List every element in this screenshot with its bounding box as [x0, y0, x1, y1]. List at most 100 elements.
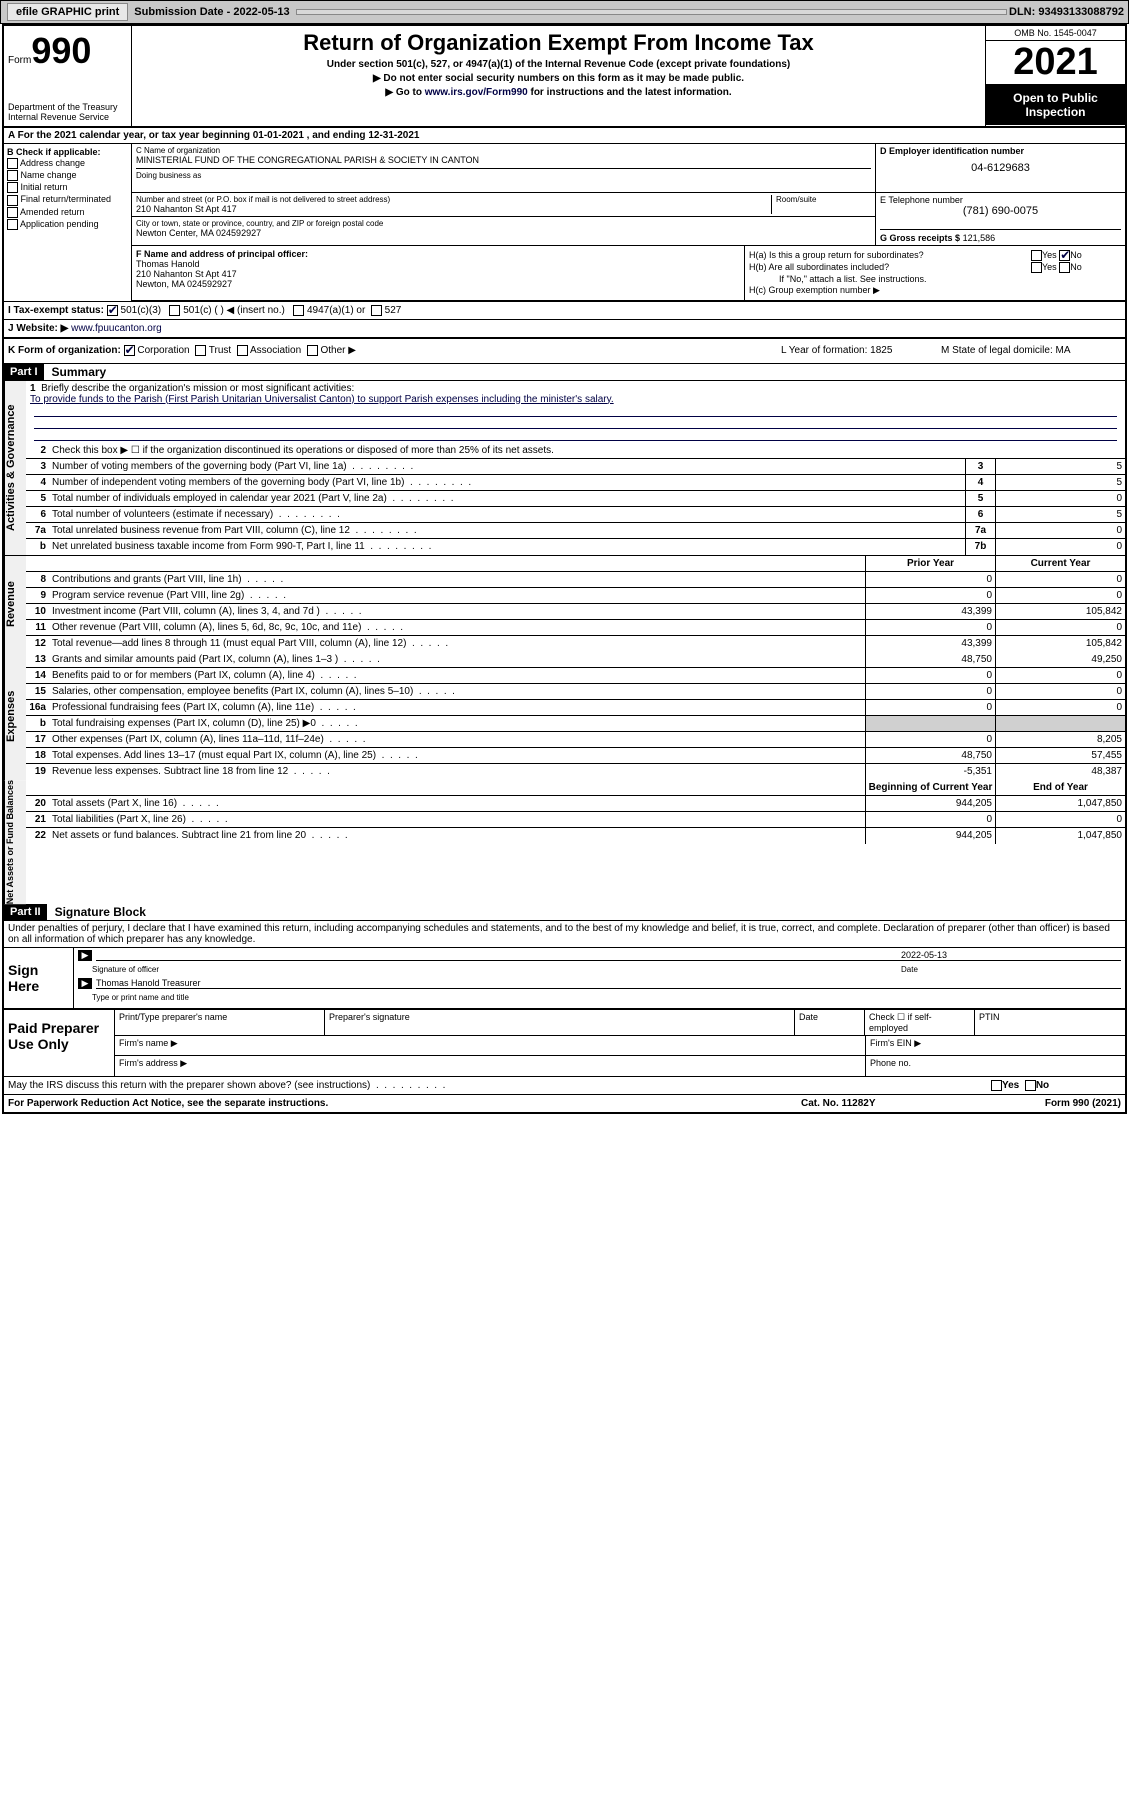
name-label: C Name of organization: [136, 146, 871, 155]
sign-arrow-icon: ▶: [78, 950, 92, 961]
website-link[interactable]: www.fpuucanton.org: [71, 323, 162, 334]
firm-name: Firm's name ▶: [115, 1036, 865, 1055]
date-label: Date: [901, 965, 1121, 974]
irs-link[interactable]: www.irs.gov/Form990: [425, 87, 528, 98]
paid-preparer-label: Paid Preparer Use Only: [4, 1010, 114, 1076]
preparer-sig-hdr: Preparer's signature: [325, 1010, 795, 1035]
chk-trust[interactable]: [195, 345, 206, 356]
expenses-section: Expenses 13Grants and similar amounts pa…: [4, 652, 1125, 780]
ha-yesno[interactable]: Yes No: [1031, 250, 1121, 261]
chk-amended[interactable]: Amended return: [7, 207, 128, 218]
form-title: Return of Organization Exempt From Incom…: [136, 30, 981, 56]
name-arrow-icon: ▶: [78, 978, 92, 989]
line-16a: 16aProfessional fundraising fees (Part I…: [26, 700, 1125, 716]
col-b-header: B Check if applicable:: [7, 147, 128, 157]
chk-corp[interactable]: [124, 345, 135, 356]
irs-discuss-row: May the IRS discuss this return with the…: [4, 1077, 1125, 1095]
firm-phone: Phone no.: [865, 1056, 1125, 1076]
city-row: City or town, state or province, country…: [132, 217, 875, 240]
preparer-date-hdr: Date: [795, 1010, 865, 1035]
part1-title: Summary: [44, 365, 107, 379]
tax-exempt-status: I Tax-exempt status: 501(c)(3) 501(c) ( …: [4, 302, 745, 319]
toolbar-spacer: [296, 9, 1007, 15]
line-8: 8Contributions and grants (Part VIII, li…: [26, 572, 1125, 588]
mission-text: To provide funds to the Parish (First Pa…: [30, 394, 614, 405]
line-14: 14Benefits paid to or for members (Part …: [26, 668, 1125, 684]
street-value: 210 Nahanton St Apt 417: [136, 204, 771, 214]
chk-4947[interactable]: [293, 305, 304, 316]
room-suite: Room/suite: [771, 195, 871, 214]
header-left: Form990 Department of the Treasury Inter…: [4, 26, 132, 126]
preparer-name-hdr: Print/Type preparer's name: [115, 1010, 325, 1035]
line-10: 10Investment income (Part VIII, column (…: [26, 604, 1125, 620]
chk-initial-return[interactable]: Initial return: [7, 182, 128, 193]
telephone-box: E Telephone number (781) 690-0075: [880, 195, 1121, 217]
header-right: OMB No. 1545-0047 2021 Open to Public In…: [985, 26, 1125, 126]
line-b: bTotal fundraising expenses (Part IX, co…: [26, 716, 1125, 732]
org-name: MINISTERIAL FUND OF THE CONGREGATIONAL P…: [136, 155, 871, 165]
city-value: Newton Center, MA 024592927: [136, 228, 871, 238]
hb-label: H(b) Are all subordinates included?: [749, 262, 1031, 273]
row-klm: K Form of organization: Corporation Trus…: [4, 339, 1125, 363]
chk-assoc[interactable]: [237, 345, 248, 356]
year-formation: L Year of formation: 1825: [781, 345, 941, 356]
eoy-hdr: End of Year: [995, 780, 1125, 795]
chk-501c[interactable]: [169, 305, 180, 316]
firm-address: Firm's address ▶: [115, 1056, 865, 1076]
vtab-revenue: Revenue: [4, 556, 26, 652]
revenue-section: Revenue Prior YearCurrent Year 8Contribu…: [4, 555, 1125, 652]
ein-label: D Employer identification number: [880, 146, 1121, 156]
part1-label: Part I: [4, 364, 44, 380]
address-left: Number and street (or P.O. box if mail i…: [132, 193, 875, 245]
header-center: Return of Organization Exempt From Incom…: [132, 26, 985, 126]
officer-addr2: Newton, MA 024592927: [136, 279, 740, 289]
chk-527[interactable]: [371, 305, 382, 316]
chk-final-return[interactable]: Final return/terminated: [7, 194, 128, 205]
line-11: 11Other revenue (Part VIII, column (A), …: [26, 620, 1125, 636]
chk-501c3[interactable]: [107, 305, 118, 316]
form-word: Form: [8, 55, 31, 66]
line-18: 18Total expenses. Add lines 13–17 (must …: [26, 748, 1125, 764]
firm-ein: Firm's EIN ▶: [865, 1036, 1125, 1055]
form-header: Form990 Department of the Treasury Inter…: [4, 26, 1125, 128]
chk-other[interactable]: [307, 345, 318, 356]
row-i: I Tax-exempt status: 501(c)(3) 501(c) ( …: [4, 302, 1125, 320]
part1-header: Part I Summary: [4, 364, 1125, 381]
name-ein-row: C Name of organization MINISTERIAL FUND …: [132, 144, 1125, 193]
address-right: E Telephone number (781) 690-0075 G Gros…: [875, 193, 1125, 245]
row-j-website: J Website: ▶ www.fpuucanton.org: [4, 320, 1125, 339]
form-number: 990: [31, 30, 91, 71]
efile-print-button[interactable]: efile GRAPHIC print: [7, 3, 128, 21]
vtab-expenses: Expenses: [4, 652, 26, 780]
chk-name-change[interactable]: Name change: [7, 170, 128, 181]
self-employed-chk[interactable]: Check ☐ if self-employed: [865, 1010, 975, 1035]
vtab-governance: Activities & Governance: [4, 381, 26, 555]
line-15: 15Salaries, other compensation, employee…: [26, 684, 1125, 700]
line-2: 2Check this box ▶ ☐ if the organization …: [26, 443, 1125, 459]
line-9: 9Program service revenue (Part VIII, lin…: [26, 588, 1125, 604]
city-label: City or town, state or province, country…: [136, 219, 871, 228]
top-toolbar: efile GRAPHIC print Submission Date - 20…: [0, 0, 1129, 24]
street-label: Number and street (or P.O. box if mail i…: [136, 195, 771, 204]
part2-header: Part II Signature Block: [4, 904, 1125, 921]
form-container: Form990 Department of the Treasury Inter…: [2, 24, 1127, 1114]
h-questions: H(a) Is this a group return for subordin…: [745, 246, 1125, 300]
org-name-box: C Name of organization MINISTERIAL FUND …: [132, 144, 875, 192]
ptin-hdr: PTIN: [975, 1010, 1125, 1035]
ein-value: 04-6129683: [880, 162, 1121, 174]
irs-discuss-yesno[interactable]: Yes No: [991, 1080, 1121, 1091]
officer-name: Thomas Hanold: [136, 259, 740, 269]
sig-officer-label: Signature of officer: [92, 965, 901, 974]
chk-app-pending[interactable]: Application pending: [7, 219, 128, 230]
sign-here-label: Sign Here: [4, 948, 74, 1008]
f-h-row: F Name and address of principal officer:…: [132, 246, 1125, 301]
hb-yesno[interactable]: Yes No: [1031, 262, 1121, 273]
line-4: 4Number of independent voting members of…: [26, 475, 1125, 491]
line-21: 21Total liabilities (Part X, line 26) . …: [26, 812, 1125, 828]
line-3: 3Number of voting members of the governi…: [26, 459, 1125, 475]
chk-address-change[interactable]: Address change: [7, 158, 128, 169]
line-b: bNet unrelated business taxable income f…: [26, 539, 1125, 555]
part2-label: Part II: [4, 904, 47, 920]
form-ref: Form 990 (2021): [981, 1098, 1121, 1109]
submission-date-label: Submission Date - 2022-05-13: [134, 6, 289, 18]
